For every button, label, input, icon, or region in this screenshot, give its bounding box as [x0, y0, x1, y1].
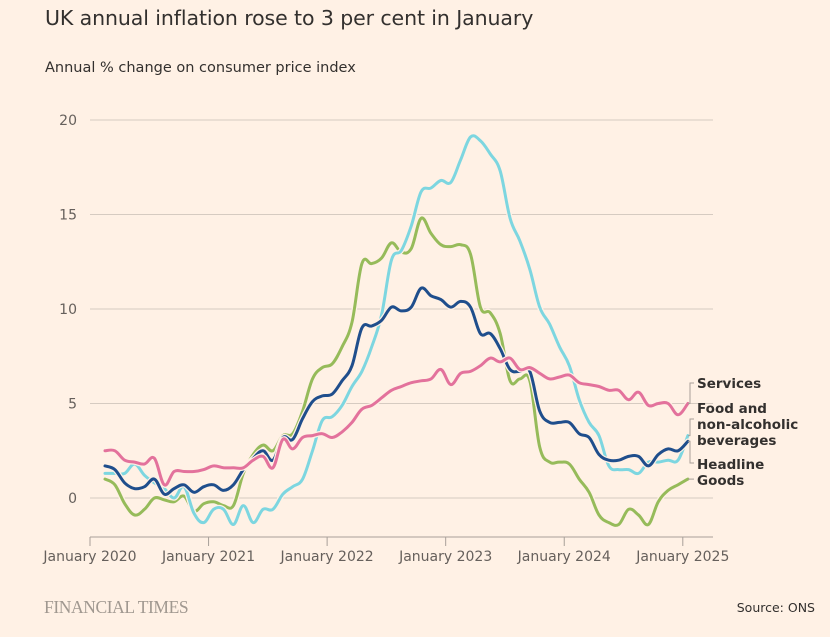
ft-logo: FINANCIAL TIMES	[44, 597, 189, 617]
series-line-services	[103, 356, 690, 487]
gridlines	[90, 119, 713, 499]
x-tick-label: January 2024	[517, 549, 611, 565]
series-line-headline	[103, 286, 690, 496]
chart-title: UK annual inflation rose to 3 per cent i…	[45, 6, 534, 30]
series-line-halo-goods	[102, 215, 691, 529]
x-tick-label: January 2022	[280, 549, 374, 565]
series-line-food-and-non-alcoholic-beverages	[103, 134, 690, 526]
x-tick-label: January 2021	[161, 549, 255, 565]
x-tick-label: January 2023	[398, 549, 492, 565]
chart-subtitle: Annual % change on consumer price index	[45, 60, 356, 76]
y-tick-label: 15	[59, 208, 77, 224]
leader-headline	[687, 440, 694, 464]
series-label-headline: Headline	[697, 457, 764, 473]
leader-food	[687, 418, 694, 437]
series-label-goods: Goods	[697, 473, 744, 489]
y-tick-label: 10	[59, 302, 77, 318]
leader-services	[687, 382, 694, 404]
x-tick-label: January 2025	[635, 549, 729, 565]
series-lines	[102, 132, 691, 529]
source-note: Source: ONS	[736, 600, 815, 615]
series-label-food-and-non-alcoholic-beverages: Food and	[697, 401, 767, 417]
series-label-food-and-non-alcoholic-beverages: non-alcoholic	[697, 417, 798, 433]
y-tick-label: 20	[59, 113, 77, 129]
series-label-services: Services	[697, 376, 761, 392]
series-label-food-and-non-alcoholic-beverages: beverages	[697, 433, 776, 449]
series-line-goods	[103, 216, 690, 527]
y-tick-label: 5	[68, 397, 77, 413]
y-axis: 0 5 10 15 20	[59, 113, 77, 507]
x-tick-label: January 2020	[42, 549, 136, 565]
series-line-halo-food-and-non-alcoholic-beverages	[102, 132, 691, 528]
series-line-halo-services	[102, 355, 691, 488]
x-axis: January 2020 January 2021 January 2022 Janu…	[42, 536, 729, 565]
series-line-halo-headline	[102, 285, 691, 498]
y-tick-label: 0	[68, 491, 77, 507]
